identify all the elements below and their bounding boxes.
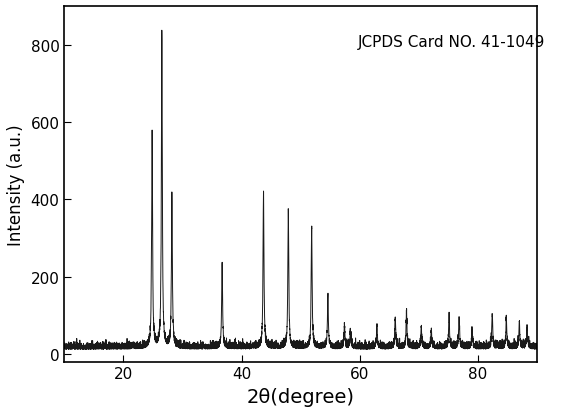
X-axis label: 2θ(degree): 2θ(degree) <box>247 387 355 406</box>
Y-axis label: Intensity (a.u.): Intensity (a.u.) <box>7 123 25 245</box>
Text: JCPDS Card NO. 41-1049: JCPDS Card NO. 41-1049 <box>358 36 545 50</box>
